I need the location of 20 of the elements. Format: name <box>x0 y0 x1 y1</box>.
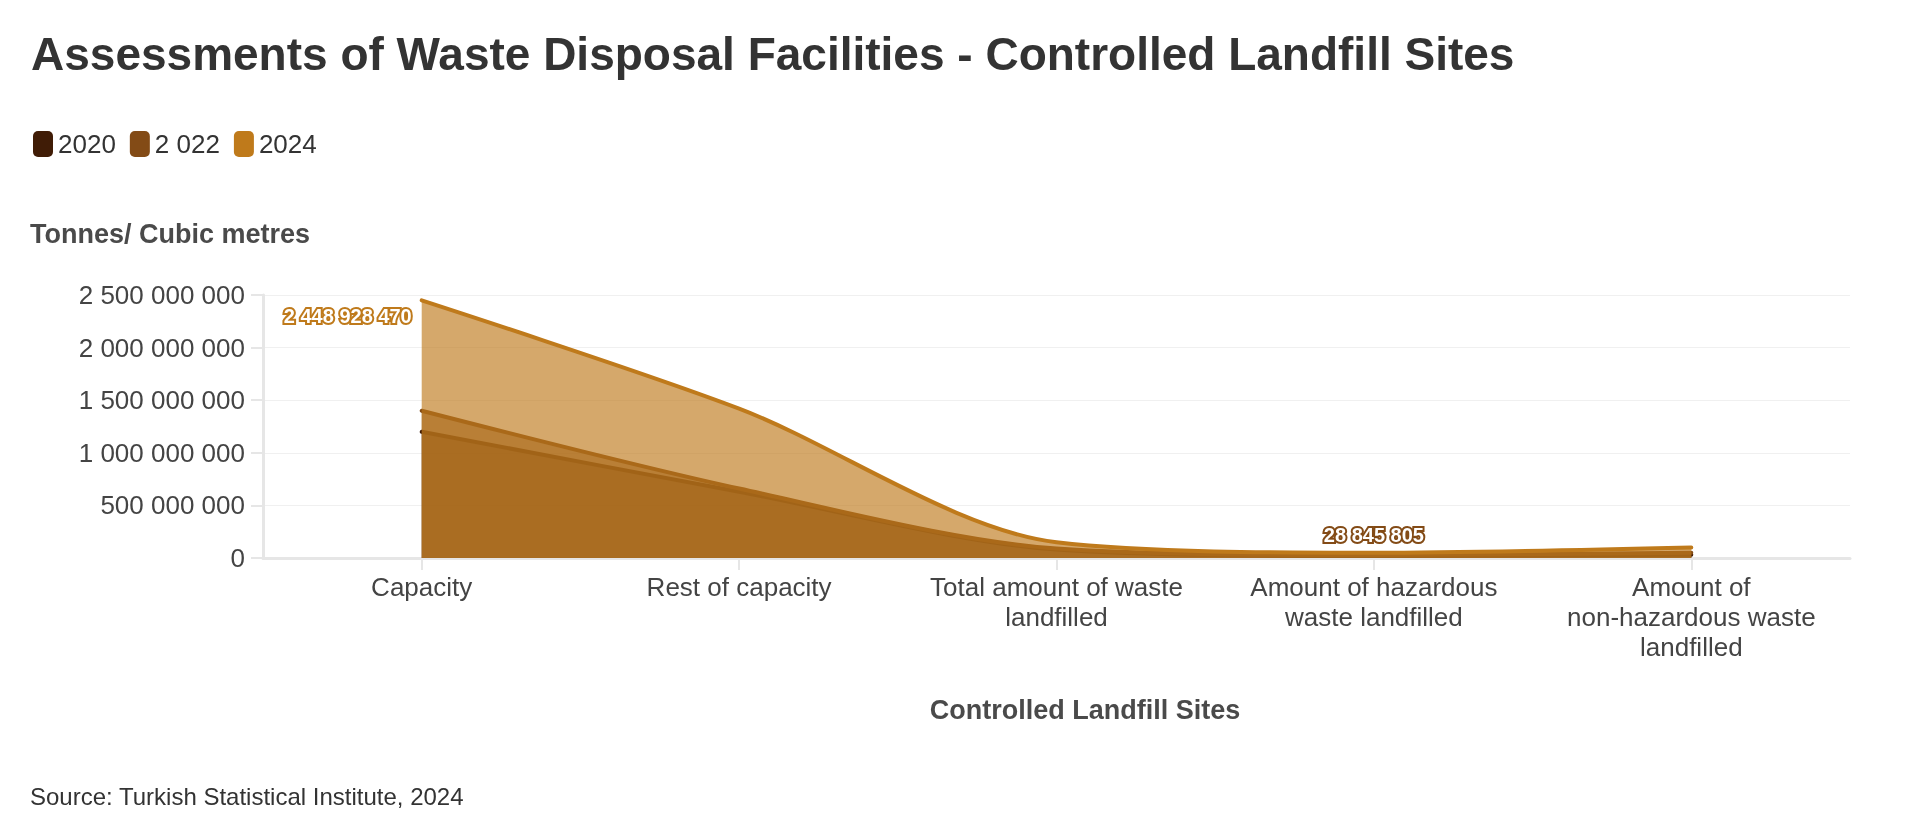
legend-label: 2024 <box>258 129 317 159</box>
y-tick-label: 2 500 000 000 <box>78 280 245 310</box>
x-axis-title: Controlled Landfill Sites <box>929 694 1241 725</box>
y-tick-label: 1 000 000 000 <box>78 437 245 468</box>
x-tick-label: Amount of hazardous waste landfilled <box>1250 572 1498 632</box>
y-tick-label: 0 <box>230 543 245 573</box>
y-tick-label: 2 000 000 000 <box>78 332 245 363</box>
legend-label: 2 022 <box>154 129 220 159</box>
x-tick-label: Amount of non-hazardous waste landfilled <box>1567 572 1816 662</box>
data-label: 2 448 928 470 <box>283 305 412 328</box>
y-axis-title: Tonnes/ Cubic metres <box>30 218 311 249</box>
x-tick-label: Rest of capacity <box>646 572 832 602</box>
y-tick-label: 500 000 000 <box>100 490 245 521</box>
data-label: 28 845 805 <box>1323 523 1424 546</box>
y-tick-label: 1 500 000 000 <box>78 385 245 416</box>
x-tick-label: Capacity <box>371 572 473 602</box>
x-tick-label: Total amount of waste landfilled <box>930 572 1183 632</box>
legend-label: 2020 <box>58 129 116 159</box>
chart-title: Assessments of Waste Disposal Facilities - Controlled Landfill Sites <box>31 28 1515 80</box>
source-note: Source: Turkish Statistical Institute, 2024 <box>30 782 464 810</box>
